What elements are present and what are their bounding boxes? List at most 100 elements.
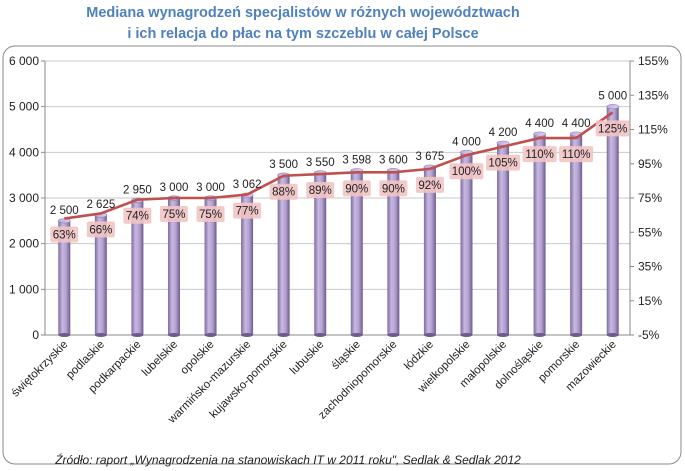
bar-value-label: 4 000 — [452, 136, 481, 148]
bar — [533, 134, 546, 335]
bar-value-label: 4 200 — [489, 127, 518, 139]
bar-series — [57, 104, 620, 337]
bar-value-label: 3 600 — [379, 155, 408, 167]
bar-base — [277, 333, 290, 337]
percent-label-bg — [269, 183, 298, 200]
bar-value-label: 4 400 — [562, 118, 591, 130]
bar-value-label: 3 500 — [269, 159, 298, 171]
percent-label-bg — [342, 180, 371, 197]
percent-label-bg — [50, 226, 79, 243]
bar — [241, 195, 254, 335]
right-tick-label: 155% — [638, 54, 669, 68]
chart-title: Mediana wynagrodzeń specjalistów w różny… — [86, 5, 519, 21]
bar-base — [387, 333, 400, 337]
left-tick-label: 1 000 — [9, 282, 39, 296]
bar-value-label: 2 950 — [123, 184, 152, 196]
bar-value-label: 2 500 — [50, 205, 79, 217]
data-labels: 2 500 2 625 2 950 3 000 3 000 3 062 3 500 3 550… — [50, 91, 630, 243]
right-tick-label: 95% — [638, 157, 662, 171]
left-tick-label: 4 000 — [9, 145, 39, 159]
percent-label: 90% — [345, 183, 368, 195]
percent-label: 89% — [309, 185, 332, 197]
percent-label-bg — [522, 146, 557, 163]
bar-value-label: 3 000 — [196, 182, 225, 194]
right-tick-label: 15% — [638, 294, 662, 308]
percent-label: 110% — [562, 149, 591, 161]
bar-base — [570, 333, 583, 337]
bar — [204, 198, 217, 335]
bar-value-label: 3 062 — [233, 179, 262, 191]
percent-label-bg — [123, 207, 152, 224]
chart-frame — [2, 45, 682, 465]
bar-base — [497, 333, 510, 337]
bar — [460, 152, 473, 335]
percent-label: 125% — [598, 123, 627, 135]
bar-base — [606, 333, 619, 337]
bar — [387, 170, 400, 335]
bar — [94, 215, 107, 335]
axes: 0 1 000 2 000 3 000 4 000 5 000 6 000 -5% 15% 35%… — [9, 54, 669, 342]
bar-base — [94, 333, 107, 337]
bar-value-label: 3 000 — [160, 182, 189, 194]
bar-base — [204, 333, 217, 337]
left-tick-label: 6 000 — [9, 54, 39, 68]
bar-base — [350, 333, 363, 337]
left-tick-label: 3 000 — [9, 191, 39, 205]
percent-label: 63% — [53, 230, 76, 242]
bar-base — [131, 333, 144, 337]
bar — [423, 167, 436, 335]
source-note: Źródło: raport „Wynagrodzenia na stanowi… — [54, 452, 521, 467]
percent-label: 75% — [199, 209, 222, 221]
bar-base — [314, 333, 327, 337]
left-tick-label: 2 000 — [9, 237, 39, 251]
bar — [314, 172, 327, 335]
right-tick-label: 135% — [638, 88, 669, 102]
percent-label-bg — [559, 146, 594, 163]
bar-base — [423, 333, 436, 337]
line-series — [64, 111, 614, 220]
bar-base — [460, 333, 473, 337]
percent-label: 88% — [272, 187, 295, 199]
right-tick-label: 75% — [638, 191, 662, 205]
percent-label-bg — [486, 154, 521, 171]
percent-label: 90% — [382, 183, 405, 195]
right-tick-label: 35% — [638, 260, 662, 274]
percent-label: 105% — [488, 158, 517, 170]
percent-label-bg — [595, 120, 630, 137]
left-tick-label: 5 000 — [9, 100, 39, 114]
bar — [167, 198, 180, 335]
bar — [131, 200, 144, 335]
bar — [277, 175, 290, 335]
right-tick-label: 55% — [638, 225, 662, 239]
bar — [58, 220, 71, 335]
bar-cap — [533, 131, 546, 137]
percent-label-bg — [159, 206, 188, 222]
percent-label-bg — [449, 163, 484, 180]
bar-base — [167, 333, 180, 337]
bar-cap — [606, 104, 620, 110]
percent-label: 110% — [525, 149, 554, 161]
percent-label: 74% — [126, 211, 149, 223]
percent-label: 75% — [162, 209, 185, 221]
percent-label: 77% — [236, 206, 259, 218]
bar-value-label: 5 000 — [598, 91, 627, 103]
percent-label-bg — [196, 206, 225, 222]
bar-base — [533, 333, 546, 337]
percent-label-bg — [86, 221, 115, 238]
percent-label: 100% — [452, 166, 481, 178]
percent-label-bg — [233, 202, 262, 219]
percent-label-bg — [415, 176, 444, 193]
right-tick-label: -5% — [638, 328, 660, 342]
percent-label: 92% — [418, 180, 441, 192]
percent-label-bg — [306, 182, 335, 199]
bar — [350, 170, 363, 335]
percent-label: 66% — [89, 224, 112, 236]
bar-value-label: 3 550 — [306, 157, 335, 169]
bar — [606, 106, 619, 336]
bar-base — [241, 333, 254, 337]
percent-line — [64, 111, 614, 220]
right-tick-label: 115% — [638, 123, 668, 137]
bar — [497, 143, 510, 335]
percent-label-bg — [379, 180, 408, 197]
